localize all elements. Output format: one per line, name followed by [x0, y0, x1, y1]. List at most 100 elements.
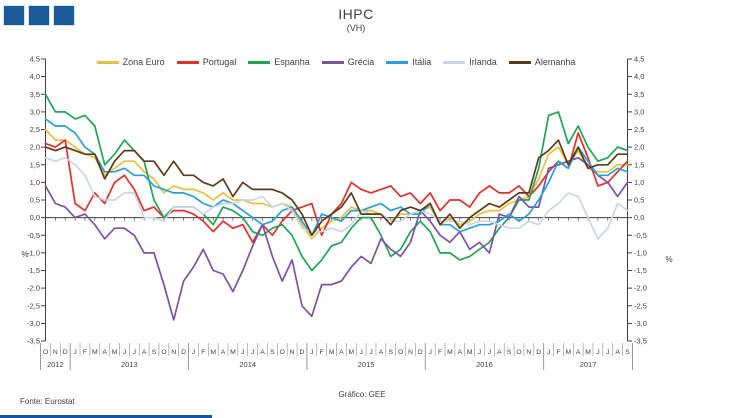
svg-text:O: O: [398, 349, 403, 356]
svg-text:M: M: [565, 349, 571, 356]
source-note: Fonte: Eurostat: [20, 397, 75, 406]
svg-text:A: A: [142, 349, 147, 356]
svg-text:J: J: [251, 349, 254, 356]
svg-text:-0,5: -0,5: [27, 231, 40, 240]
svg-text:D: D: [300, 349, 305, 356]
svg-text:-3,0: -3,0: [634, 319, 647, 328]
svg-text:-3,5: -3,5: [27, 337, 40, 346]
svg-text:F: F: [320, 349, 324, 356]
legend-label: Irlanda: [469, 57, 497, 67]
svg-text:M: M: [467, 349, 473, 356]
series-line-irlanda: [44, 156, 629, 240]
svg-text:-1,0: -1,0: [27, 248, 40, 257]
svg-text:2012: 2012: [47, 360, 64, 369]
legend-label: Grécia: [347, 57, 375, 67]
legend-label: Zona Euro: [122, 57, 165, 67]
svg-text:-2,5: -2,5: [634, 301, 647, 310]
svg-text:2,5: 2,5: [634, 125, 644, 134]
svg-text:J: J: [596, 349, 599, 356]
svg-text:J: J: [488, 349, 491, 356]
svg-text:S: S: [625, 349, 630, 356]
svg-text:-2,5: -2,5: [27, 301, 40, 310]
svg-text:A: A: [458, 349, 463, 356]
legend-color-swatch: [508, 60, 531, 64]
legend-item-espanha: Espanha: [248, 57, 310, 67]
svg-text:-2,0: -2,0: [634, 284, 647, 293]
credit-note: Gráfico: GEE: [338, 390, 386, 399]
svg-text:F: F: [83, 349, 87, 356]
svg-text:M: M: [230, 349, 236, 356]
svg-text:S: S: [507, 349, 512, 356]
svg-text:1,5: 1,5: [634, 160, 644, 169]
svg-text:O: O: [43, 349, 48, 356]
svg-text:A: A: [576, 349, 581, 356]
svg-text:O: O: [161, 349, 166, 356]
svg-text:2,5: 2,5: [30, 125, 40, 134]
legend-item-itália: Itália: [386, 57, 431, 67]
svg-text:-1,0: -1,0: [634, 248, 647, 257]
svg-text:4,5: 4,5: [30, 55, 40, 64]
svg-text:4,0: 4,0: [634, 72, 644, 81]
svg-text:2013: 2013: [121, 360, 138, 369]
svg-text:S: S: [388, 349, 393, 356]
svg-text:0,0: 0,0: [634, 213, 644, 222]
svg-text:M: M: [210, 349, 216, 356]
svg-text:N: N: [408, 349, 413, 356]
svg-text:M: M: [112, 349, 118, 356]
svg-text:J: J: [123, 349, 126, 356]
legend-item-zona-euro: Zona Euro: [96, 57, 165, 67]
svg-text:M: M: [585, 349, 591, 356]
svg-text:4,5: 4,5: [634, 55, 644, 64]
svg-text:3,5: 3,5: [634, 90, 644, 99]
legend-item-alemanha: Alemanha: [508, 57, 576, 67]
svg-text:J: J: [73, 349, 76, 356]
svg-text:2017: 2017: [580, 360, 597, 369]
svg-text:J: J: [369, 349, 372, 356]
svg-text:O: O: [516, 349, 521, 356]
legend-color-swatch: [321, 60, 344, 64]
svg-text:A: A: [379, 349, 384, 356]
gee-logo: [3, 5, 75, 26]
svg-text:N: N: [290, 349, 295, 356]
legend-item-grécia: Grécia: [321, 57, 375, 67]
svg-text:O: O: [280, 349, 285, 356]
logo-square: [53, 5, 75, 26]
svg-text:-3,0: -3,0: [27, 319, 40, 328]
svg-text:2014: 2014: [239, 360, 256, 369]
svg-text:S: S: [270, 349, 275, 356]
svg-text:J: J: [241, 349, 244, 356]
svg-text:-1,5: -1,5: [634, 266, 647, 275]
svg-text:M: M: [329, 349, 335, 356]
svg-text:F: F: [556, 349, 560, 356]
series-line-grécia: [44, 156, 629, 321]
svg-text:A: A: [260, 349, 265, 356]
chart-legend: Zona Euro Portugal Espanha Grécia Itália Irla…: [45, 57, 627, 67]
svg-text:F: F: [438, 349, 442, 356]
legend-label: Itália: [412, 57, 432, 67]
svg-text:N: N: [53, 349, 58, 356]
svg-text:3,0: 3,0: [30, 107, 40, 116]
chart-header: IHPC (VH): [0, 6, 712, 33]
svg-text:D: D: [536, 349, 541, 356]
svg-text:A: A: [339, 349, 344, 356]
svg-text:J: J: [359, 349, 362, 356]
svg-text:A: A: [221, 349, 226, 356]
logo-square: [28, 5, 50, 26]
svg-text:%: %: [21, 250, 28, 259]
svg-text:2,0: 2,0: [30, 143, 40, 152]
svg-text:0,0: 0,0: [30, 213, 40, 222]
svg-text:2,0: 2,0: [634, 143, 644, 152]
legend-label: Alemanha: [534, 57, 576, 67]
series-line-itália: [44, 118, 629, 237]
logo-square: [3, 5, 25, 26]
svg-text:J: J: [606, 349, 609, 356]
legend-label: Espanha: [274, 57, 310, 67]
legend-item-irlanda: Irlanda: [443, 57, 497, 67]
svg-text:D: D: [63, 349, 68, 356]
svg-text:J: J: [192, 349, 195, 356]
chart-title: IHPC: [338, 6, 374, 22]
svg-text:1,5: 1,5: [30, 160, 40, 169]
chart-subtitle: (VH): [346, 23, 366, 33]
